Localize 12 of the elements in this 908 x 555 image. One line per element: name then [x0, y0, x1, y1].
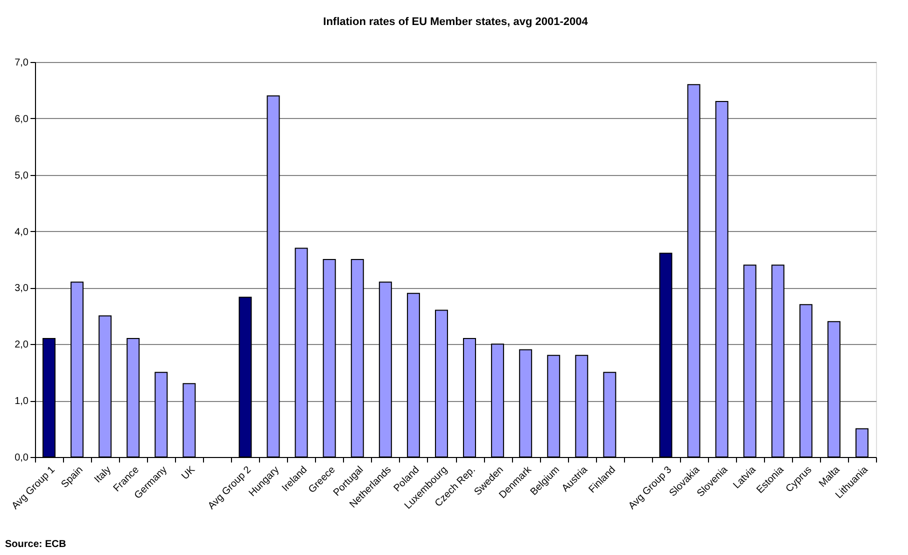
y-tick-label: 5,0: [14, 170, 29, 182]
y-tick-label: 4,0: [14, 226, 29, 238]
y-tick-label: 2,0: [14, 340, 29, 351]
y-tick-label: 7,0: [14, 58, 29, 68]
y-tick-label: 6,0: [14, 114, 29, 125]
x-tick-label: Italy: [92, 464, 114, 486]
y-tick-label: 3,0: [14, 283, 29, 294]
chart-title: Inflation rates of EU Member states, avg 2001-2004: [323, 16, 589, 28]
y-tick-label: 1,0: [14, 396, 29, 408]
x-tick-label: UK: [180, 464, 198, 482]
source-note: Source: ECB: [5, 539, 66, 550]
y-tick-label: 0,0: [14, 452, 29, 464]
